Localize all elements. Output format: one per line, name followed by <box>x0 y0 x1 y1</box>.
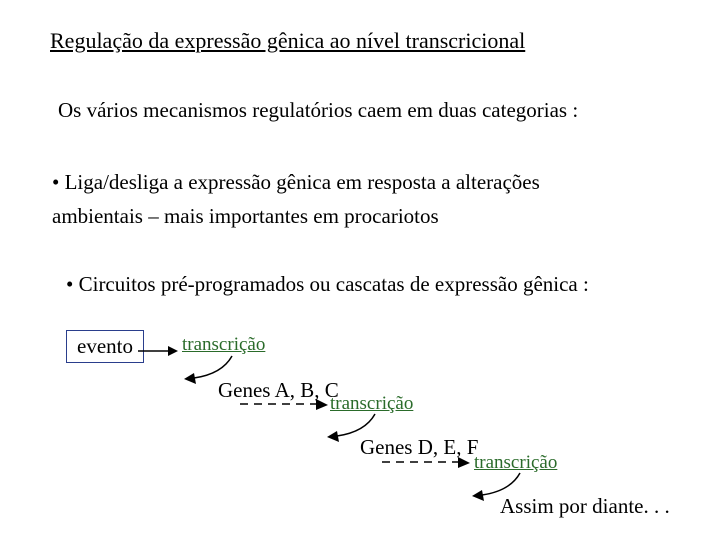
genes-def-label: Genes D, E, F <box>360 435 478 460</box>
arrow-dashed-2-icon <box>382 458 472 480</box>
bullet-2: • Circuitos pré-programados ou cascatas … <box>66 272 589 297</box>
arrow-1-icon <box>138 344 178 358</box>
intro-text: Os vários mecanismos regulatórios caem e… <box>58 98 578 123</box>
page-title: Regulação da expressão gênica ao nível t… <box>50 28 525 54</box>
final-label: Assim por diante. . . <box>500 494 670 519</box>
bullet-1-line-1: • Liga/desliga a expressão gênica em res… <box>52 170 540 195</box>
evento-box: evento <box>66 330 144 363</box>
transcription-label-3: transcrição <box>474 452 557 474</box>
bullet-1-line-2: ambientais – mais importantes em procari… <box>52 204 439 229</box>
arrow-dashed-1-icon <box>240 400 330 422</box>
transcription-label-2: transcrição <box>330 393 413 415</box>
transcription-label-1: transcrição <box>182 334 265 356</box>
